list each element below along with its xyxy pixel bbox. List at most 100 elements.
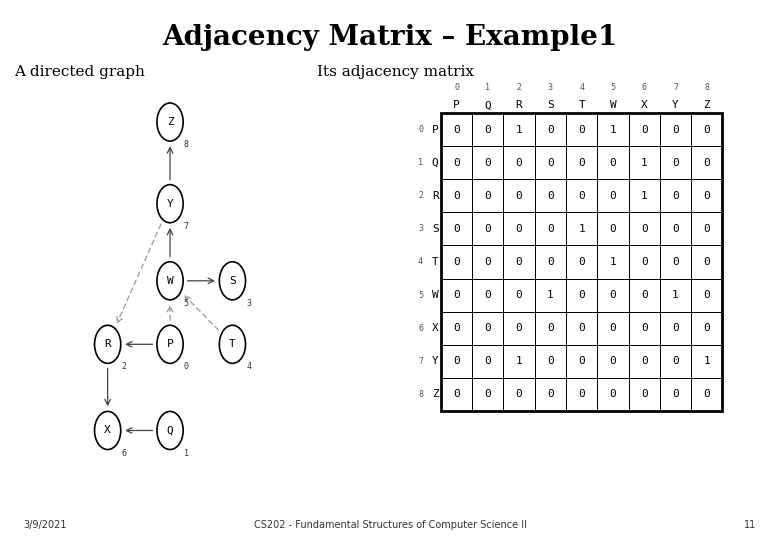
Text: Z: Z xyxy=(704,100,711,110)
Bar xyxy=(441,212,472,245)
Bar xyxy=(535,279,566,312)
Text: 0: 0 xyxy=(453,257,460,267)
Text: 0: 0 xyxy=(578,323,585,333)
Text: 0: 0 xyxy=(484,257,491,267)
Text: 1: 1 xyxy=(418,158,423,167)
Text: 5: 5 xyxy=(418,291,423,300)
Text: X: X xyxy=(641,100,647,110)
Bar xyxy=(472,146,503,179)
Text: 8: 8 xyxy=(184,140,189,149)
Text: 0: 0 xyxy=(453,224,460,234)
Text: 0: 0 xyxy=(484,389,491,400)
Text: Z: Z xyxy=(432,389,438,400)
Text: 0: 0 xyxy=(641,125,647,134)
Text: S: S xyxy=(432,224,438,234)
Text: 0: 0 xyxy=(641,290,647,300)
Bar xyxy=(472,279,503,312)
Bar xyxy=(629,146,660,179)
Text: 0: 0 xyxy=(516,257,523,267)
Bar xyxy=(691,113,722,146)
Text: 6: 6 xyxy=(418,323,423,333)
Bar xyxy=(566,113,597,146)
Text: 0: 0 xyxy=(453,290,460,300)
Text: 2: 2 xyxy=(418,191,423,200)
Text: 0: 0 xyxy=(704,323,711,333)
Text: T: T xyxy=(432,257,438,267)
Text: 0: 0 xyxy=(672,257,679,267)
Text: 0: 0 xyxy=(578,158,585,167)
Text: 0: 0 xyxy=(578,125,585,134)
Text: 1: 1 xyxy=(516,356,523,366)
Bar xyxy=(472,245,503,279)
Text: 0: 0 xyxy=(641,356,647,366)
Bar xyxy=(691,312,722,345)
Text: 0: 0 xyxy=(453,125,460,134)
Bar xyxy=(566,378,597,411)
Text: 0: 0 xyxy=(641,257,647,267)
Bar xyxy=(629,345,660,378)
Text: 2: 2 xyxy=(122,362,126,372)
Bar xyxy=(535,179,566,212)
Bar xyxy=(629,179,660,212)
Text: 0: 0 xyxy=(453,323,460,333)
Text: 0: 0 xyxy=(516,290,523,300)
Bar xyxy=(566,179,597,212)
Bar xyxy=(503,378,535,411)
Text: 0: 0 xyxy=(454,84,459,92)
Bar xyxy=(566,279,597,312)
Text: A directed graph: A directed graph xyxy=(14,65,145,79)
Circle shape xyxy=(94,325,121,363)
Bar xyxy=(441,312,472,345)
Text: R: R xyxy=(432,191,438,201)
Text: Q: Q xyxy=(484,100,491,110)
Text: 0: 0 xyxy=(547,224,554,234)
Text: 0: 0 xyxy=(672,125,679,134)
Text: 3: 3 xyxy=(418,224,423,233)
Text: 0: 0 xyxy=(610,389,616,400)
Text: 3: 3 xyxy=(548,84,553,92)
Circle shape xyxy=(157,103,183,141)
Text: 11: 11 xyxy=(744,520,757,530)
Text: 0: 0 xyxy=(672,158,679,167)
Text: Y: Y xyxy=(167,199,173,208)
Bar xyxy=(503,179,535,212)
Text: 0: 0 xyxy=(578,290,585,300)
Text: 0: 0 xyxy=(484,356,491,366)
Text: 2: 2 xyxy=(516,84,522,92)
Bar xyxy=(472,345,503,378)
Text: 6: 6 xyxy=(642,84,647,92)
Bar xyxy=(597,345,629,378)
Text: S: S xyxy=(547,100,554,110)
Text: 0: 0 xyxy=(578,257,585,267)
Text: 5: 5 xyxy=(611,84,615,92)
Text: Y: Y xyxy=(432,356,438,366)
Text: Its adjacency matrix: Its adjacency matrix xyxy=(317,65,473,79)
Bar xyxy=(503,312,535,345)
Text: 7: 7 xyxy=(184,222,189,231)
Bar xyxy=(472,179,503,212)
Text: X: X xyxy=(432,323,438,333)
Text: 0: 0 xyxy=(184,362,189,372)
Bar xyxy=(441,113,722,411)
Bar xyxy=(660,212,691,245)
Text: W: W xyxy=(610,100,616,110)
Text: 4: 4 xyxy=(246,362,251,372)
Bar xyxy=(472,312,503,345)
Text: 3: 3 xyxy=(246,299,251,308)
Bar xyxy=(629,312,660,345)
Bar xyxy=(691,212,722,245)
Bar xyxy=(441,113,472,146)
Bar xyxy=(597,245,629,279)
Text: 8: 8 xyxy=(704,84,709,92)
Text: 0: 0 xyxy=(516,224,523,234)
Bar xyxy=(691,146,722,179)
Text: X: X xyxy=(105,426,111,435)
Bar xyxy=(503,279,535,312)
Text: S: S xyxy=(229,276,236,286)
Text: 0: 0 xyxy=(704,224,711,234)
Text: 0: 0 xyxy=(672,389,679,400)
Text: 0: 0 xyxy=(704,125,711,134)
Text: 0: 0 xyxy=(484,158,491,167)
Bar xyxy=(535,345,566,378)
Text: CS202 - Fundamental Structures of Computer Science II: CS202 - Fundamental Structures of Comput… xyxy=(254,520,526,530)
